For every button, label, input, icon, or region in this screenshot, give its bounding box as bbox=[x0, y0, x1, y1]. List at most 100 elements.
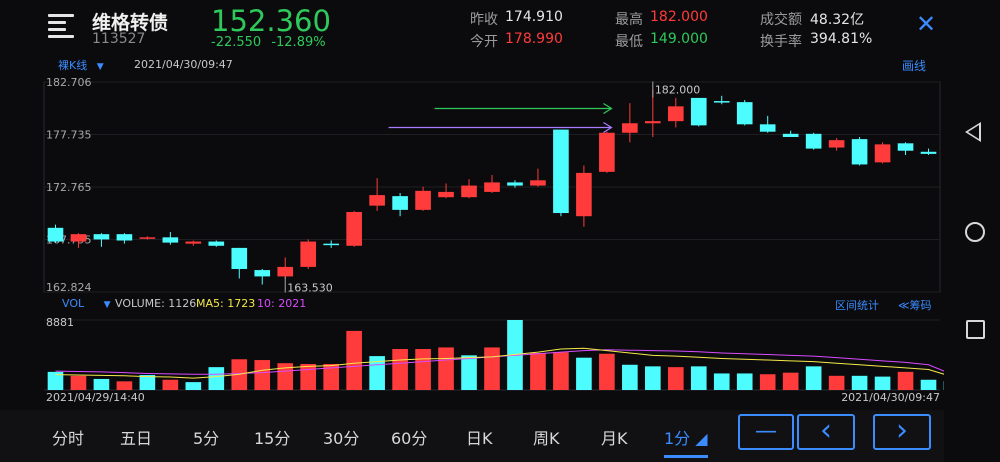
period-tab[interactable]: 1分 ◢ bbox=[664, 425, 708, 458]
stat-label-open: 今开 bbox=[470, 34, 498, 50]
volume-max-label: 8881 bbox=[46, 316, 74, 329]
current-price: 152.360 bbox=[211, 4, 331, 38]
period-tab[interactable]: 周K bbox=[533, 429, 560, 448]
kline-mode-selector[interactable]: 裸K线 ▼ bbox=[58, 57, 104, 73]
period-tab[interactable]: 分时 bbox=[52, 429, 85, 448]
candle-body bbox=[759, 124, 776, 132]
period-tab[interactable]: 5分 bbox=[193, 429, 220, 448]
volume-chart[interactable]: 8881 2021/04/29/14:40 2021/04/30/09:47 bbox=[0, 312, 944, 408]
price-change-percent: -12.89% bbox=[271, 35, 326, 50]
quote-header: 维格转债 113527 152.360 -22.550 -12.89% 昨收 1… bbox=[0, 0, 1000, 54]
stat-label-turnover-rate: 换手率 bbox=[760, 34, 802, 50]
volume-indicator-label: VOL bbox=[62, 297, 85, 310]
volume-bar bbox=[392, 349, 408, 390]
volume-bar bbox=[461, 355, 477, 390]
candle-body bbox=[553, 129, 569, 214]
volume-bar bbox=[185, 382, 202, 390]
x-start-label: 2021/04/29/14:40 bbox=[46, 391, 145, 404]
stat-value-turnover-amount: 48.32亿 bbox=[810, 12, 865, 28]
candle-body bbox=[277, 266, 294, 277]
draw-line-button[interactable]: 画线 bbox=[902, 59, 927, 73]
candle-body bbox=[116, 234, 133, 241]
volume-bar bbox=[300, 363, 317, 390]
candle-body bbox=[185, 241, 202, 244]
back-icon-inner bbox=[968, 125, 979, 139]
candle-body bbox=[254, 270, 271, 277]
candle-body bbox=[736, 102, 753, 125]
volume-bar bbox=[828, 375, 845, 390]
y-tick-label: 172.765 bbox=[46, 181, 92, 194]
volume-bar bbox=[690, 366, 707, 390]
recents-icon[interactable] bbox=[966, 320, 985, 339]
y-tick-label: 177.735 bbox=[46, 129, 92, 142]
candle-body bbox=[346, 211, 362, 246]
candle-body bbox=[438, 191, 454, 198]
scroll-left-button[interactable]: ‹ bbox=[797, 414, 855, 450]
volume-indicator-selector[interactable]: VOL ▼ bbox=[62, 297, 111, 310]
volume-bar bbox=[736, 373, 753, 390]
candle-body bbox=[599, 132, 615, 172]
volume-bar bbox=[208, 367, 225, 390]
stat-label-high: 最高 bbox=[615, 12, 643, 28]
volume-bar bbox=[920, 379, 937, 390]
period-tab[interactable]: 日K bbox=[466, 429, 493, 448]
candle-body bbox=[484, 182, 500, 192]
candle-body bbox=[828, 140, 845, 148]
scroll-right-button[interactable]: › bbox=[873, 414, 931, 450]
volume-bar bbox=[599, 353, 615, 390]
range-stats-button[interactable]: 区间统计 bbox=[835, 299, 879, 312]
y-tick-label: 162.824 bbox=[46, 281, 92, 294]
candle-body bbox=[897, 143, 914, 151]
annotation-arrow-head bbox=[603, 102, 613, 114]
period-tab[interactable]: 月K bbox=[601, 429, 628, 448]
volume-bar bbox=[713, 373, 730, 390]
candle-body bbox=[162, 237, 179, 243]
candle-body bbox=[690, 97, 707, 126]
home-icon[interactable] bbox=[965, 222, 985, 242]
period-tab[interactable]: 60分 bbox=[391, 429, 428, 448]
volume-bar bbox=[530, 352, 546, 390]
close-icon[interactable]: ✕ bbox=[915, 10, 937, 38]
stock-code: 113527 bbox=[92, 31, 146, 47]
volume-value: VOLUME: 1126 bbox=[115, 297, 197, 310]
candle-body bbox=[851, 139, 868, 165]
kline-mode-label: 裸K线 bbox=[58, 59, 88, 72]
chevron-down-icon: ▼ bbox=[96, 62, 104, 72]
ma5-value: MA5: 1723 bbox=[196, 297, 256, 310]
price-change-value: -22.550 bbox=[211, 35, 262, 50]
stat-value-low: 149.000 bbox=[650, 31, 708, 47]
candle-body bbox=[323, 243, 339, 246]
stat-label-low: 最低 bbox=[615, 34, 643, 50]
annotation-arrow-head bbox=[603, 121, 613, 133]
volume-bar bbox=[576, 357, 592, 390]
volume-bar bbox=[553, 352, 569, 390]
volume-bar bbox=[759, 374, 776, 390]
stat-value-turnover-rate: 394.81% bbox=[810, 31, 873, 47]
stat-label-turnover-amount: 成交额 bbox=[760, 12, 802, 28]
volume-bar bbox=[897, 371, 914, 390]
minus-icon: — bbox=[755, 419, 777, 444]
candle-body bbox=[139, 237, 156, 239]
period-tab[interactable]: 15分 bbox=[254, 429, 291, 448]
candle-body bbox=[576, 172, 592, 217]
candle-body bbox=[805, 133, 822, 149]
zoom-out-button[interactable]: — bbox=[738, 414, 794, 450]
candle-body bbox=[300, 241, 317, 267]
candle-body bbox=[461, 185, 477, 198]
volume-bar bbox=[254, 360, 271, 390]
period-tab[interactable]: 30分 bbox=[323, 429, 360, 448]
candle-body bbox=[369, 195, 385, 206]
candle-body bbox=[507, 182, 523, 186]
candle-body bbox=[392, 196, 408, 210]
menu-icon[interactable] bbox=[48, 14, 74, 38]
chevron-down-icon: ▼ bbox=[103, 300, 111, 310]
chip-distribution-button[interactable]: ≪筹码 bbox=[898, 299, 932, 312]
candle-body bbox=[645, 121, 661, 124]
volume-bar bbox=[782, 372, 799, 390]
chevron-right-icon: › bbox=[896, 413, 908, 448]
volume-bar bbox=[162, 379, 179, 390]
candle-body bbox=[530, 180, 546, 186]
candle-body bbox=[874, 144, 891, 163]
period-tab[interactable]: 五日 bbox=[120, 429, 153, 448]
